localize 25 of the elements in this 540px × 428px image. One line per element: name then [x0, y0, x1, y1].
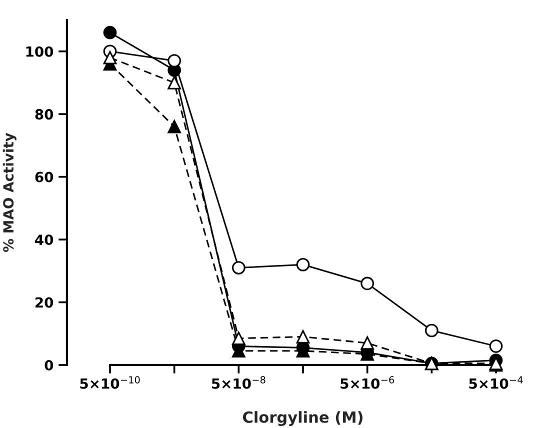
x-tick-label: 5×10$^{−6}$	[340, 376, 394, 389]
y-axis-title: % MAO Activity	[2, 132, 16, 252]
x-tick-label: 5×10$^{−4}$	[469, 376, 523, 389]
point	[168, 76, 181, 90]
y-tick-label: 40	[35, 234, 54, 246]
point	[489, 340, 503, 353]
x-tick-label: 5×10$^{−8}$	[212, 376, 266, 389]
point	[360, 276, 374, 290]
y-tick-label: 80	[35, 109, 54, 120]
point	[168, 54, 181, 68]
y-tick-label: 0	[44, 360, 54, 370]
y-tick-label: 100	[26, 46, 54, 57]
y-tick-label: 20	[36, 297, 54, 308]
point	[360, 336, 374, 350]
point	[296, 330, 310, 344]
x-tick-label: 5×10$^{−10}$	[80, 376, 140, 389]
point	[425, 324, 438, 338]
point	[296, 258, 310, 272]
point	[232, 332, 246, 346]
point	[168, 120, 181, 134]
point	[103, 26, 117, 40]
point	[103, 50, 117, 64]
y-tick-label: 60	[35, 172, 54, 182]
point	[232, 261, 246, 274]
x-axis-title: Clorgyline (M)	[242, 411, 362, 426]
